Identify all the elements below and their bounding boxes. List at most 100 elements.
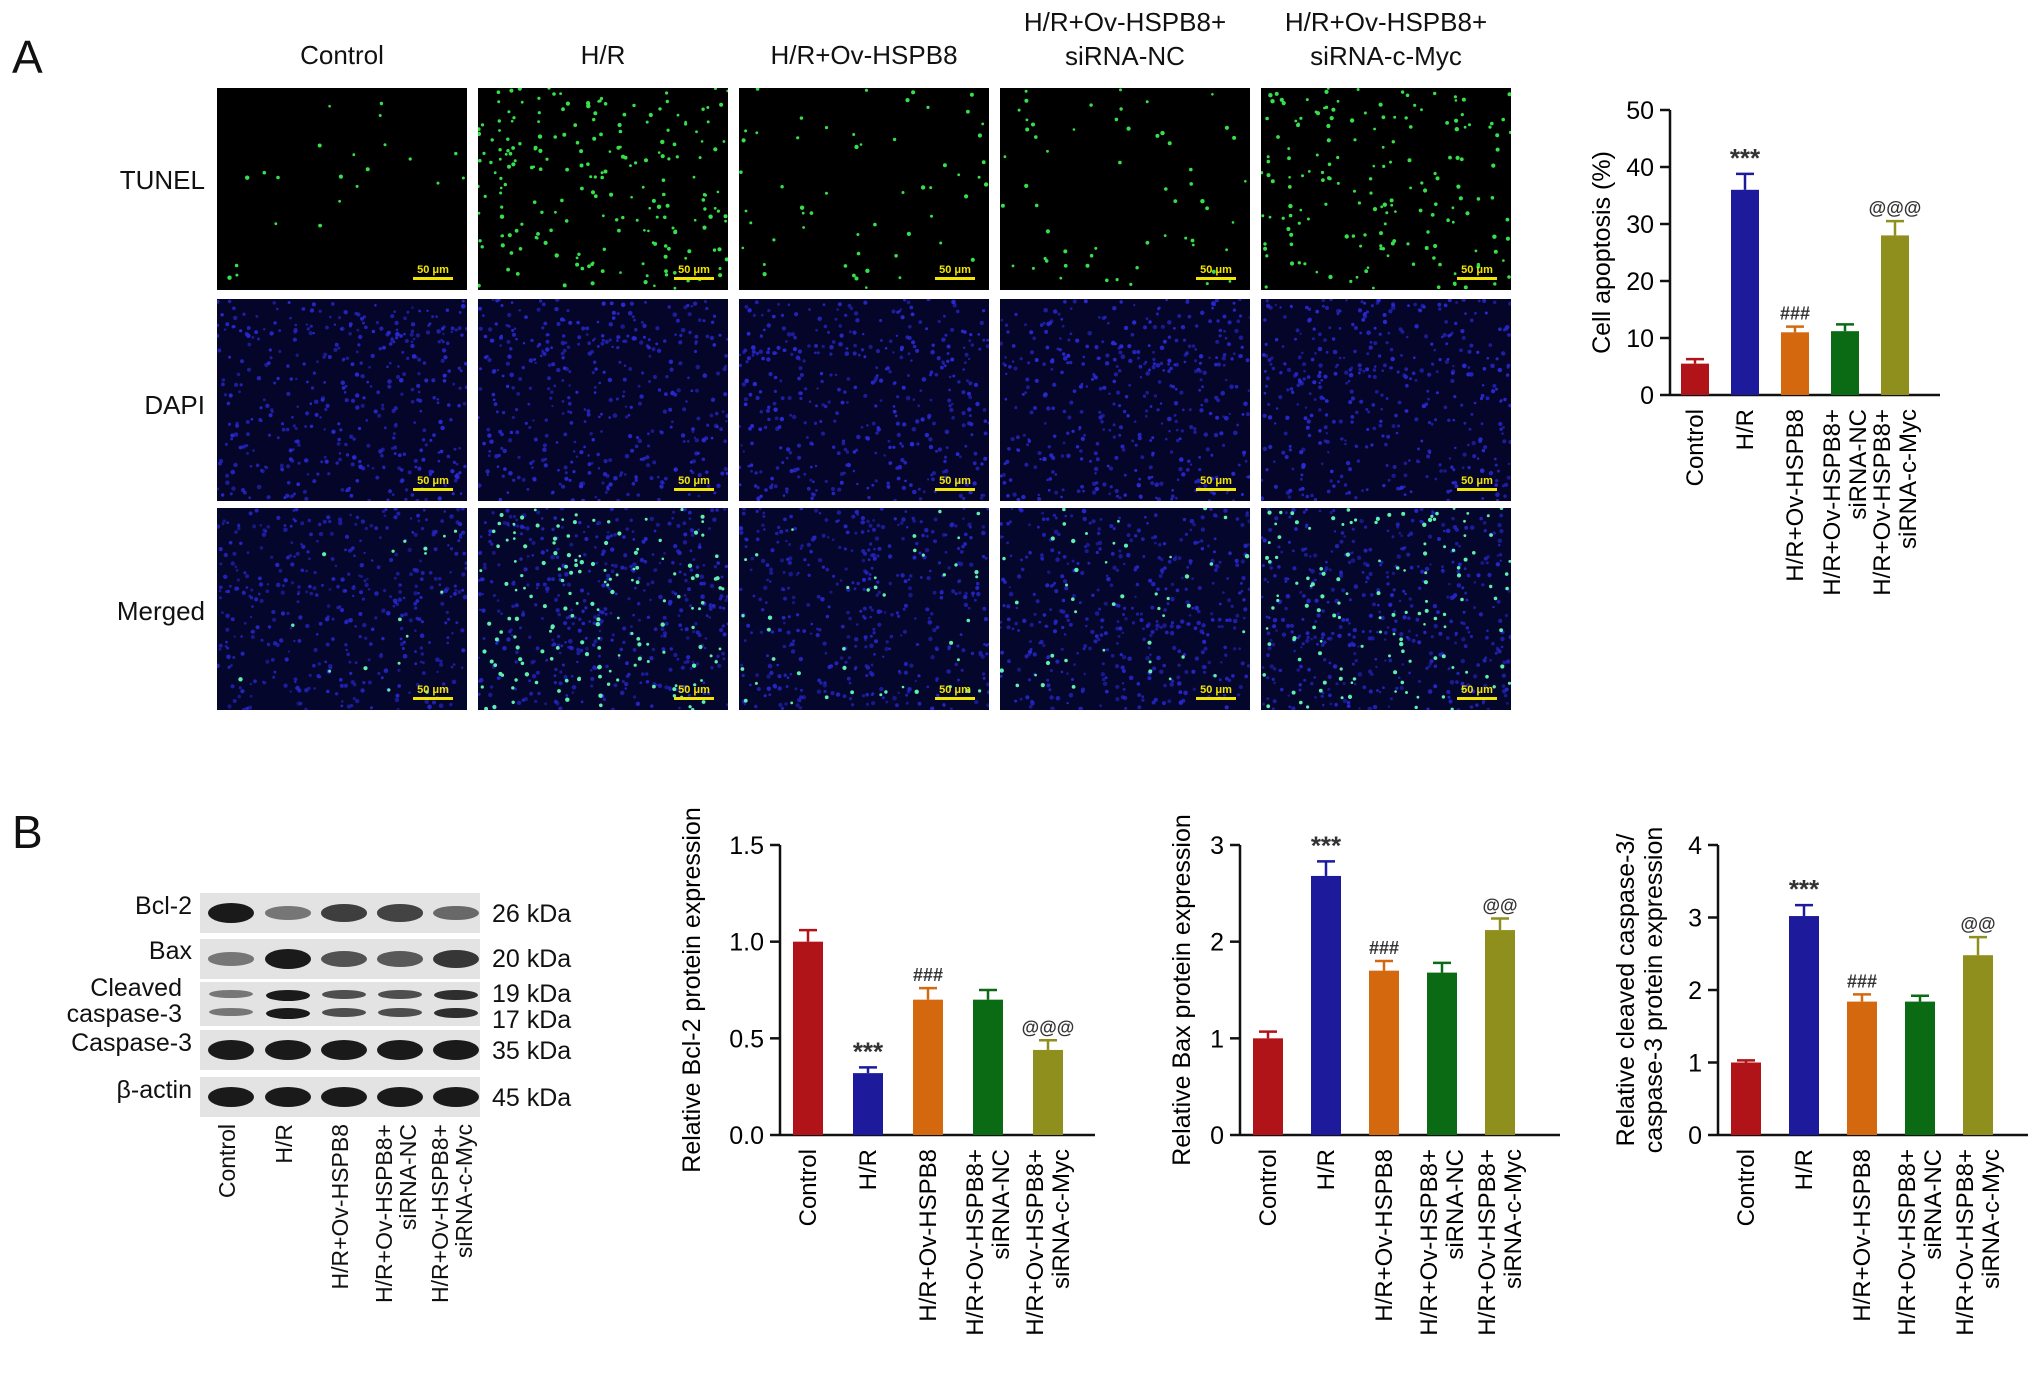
bar bbox=[1731, 189, 1759, 395]
micrograph-tunel: 50 μm bbox=[739, 88, 989, 290]
scale-bar-label: 50 μm bbox=[678, 264, 710, 276]
scale-bar: 50 μm bbox=[1457, 684, 1497, 700]
significance-marker: @@@ bbox=[1869, 198, 1922, 218]
bar bbox=[853, 1073, 883, 1135]
bar bbox=[1847, 1001, 1877, 1135]
x-tick-label: Control bbox=[795, 1149, 822, 1226]
column-label: H/R+Ov-HSPB8 bbox=[770, 40, 958, 70]
scale-bar-line bbox=[413, 488, 453, 491]
micrograph-image bbox=[1261, 508, 1511, 710]
y-tick-label: 3 bbox=[1210, 832, 1224, 860]
bar bbox=[1253, 1038, 1283, 1135]
scale-bar-line bbox=[935, 277, 975, 280]
protein-band bbox=[266, 990, 310, 1001]
micrograph-merged: 50 μm bbox=[1000, 508, 1250, 710]
y-axis-label: Cell apoptosis (%) bbox=[1588, 151, 1616, 354]
scale-bar-label: 50 μm bbox=[1461, 475, 1493, 487]
micrograph-image bbox=[478, 299, 728, 501]
scale-bar-label: 50 μm bbox=[1461, 264, 1493, 276]
bar bbox=[1681, 363, 1709, 395]
y-tick-label: 20 bbox=[1626, 268, 1654, 296]
scale-bar-line bbox=[674, 697, 714, 700]
y-tick-label: 1 bbox=[1688, 1050, 1702, 1078]
protein-band bbox=[377, 1087, 423, 1107]
kda-label: 26 kDa bbox=[492, 900, 572, 928]
lane-label: Control bbox=[214, 1124, 240, 1199]
y-tick-label: 2 bbox=[1210, 929, 1224, 957]
x-tick-label: H/R+Ov-HSPB8+siRNA-c-Myc bbox=[1022, 1149, 1075, 1336]
micrograph-dapi: 50 μm bbox=[1261, 299, 1511, 501]
micrograph-image bbox=[1000, 88, 1247, 286]
significance-marker: ### bbox=[1780, 304, 1810, 324]
significance-marker: *** bbox=[853, 1036, 884, 1066]
panel-letter-a: A bbox=[12, 31, 43, 83]
micrograph-merged: 50 μm bbox=[739, 508, 989, 710]
scale-bar-label: 50 μm bbox=[417, 475, 449, 487]
protein-band bbox=[378, 1008, 422, 1018]
scale-bar-label: 50 μm bbox=[1200, 264, 1232, 276]
significance-marker: ### bbox=[1369, 938, 1399, 958]
x-tick-label: H/R bbox=[855, 1149, 882, 1190]
scale-bar-line bbox=[413, 277, 453, 280]
y-tick-label: 0 bbox=[1640, 382, 1654, 410]
x-tick-label: H/R+Ov-HSPB8+siRNA-c-Myc bbox=[1952, 1149, 2005, 1336]
blot-strip bbox=[200, 1030, 480, 1070]
x-tick-label: H/R bbox=[1313, 1149, 1340, 1190]
protein-band bbox=[266, 1008, 310, 1019]
scale-bar-line bbox=[674, 488, 714, 491]
micrograph-image bbox=[1261, 88, 1511, 290]
scale-bar: 50 μm bbox=[1196, 684, 1236, 700]
y-axis-label: Relative Bcl-2 protein expression bbox=[678, 807, 706, 1172]
y-tick-label: 50 bbox=[1626, 97, 1654, 125]
kda-label: 45 kDa bbox=[492, 1084, 572, 1112]
scale-bar: 50 μm bbox=[1457, 264, 1497, 280]
bar bbox=[973, 999, 1003, 1135]
scale-bar-line bbox=[413, 697, 453, 700]
micrograph-tunel: 50 μm bbox=[478, 88, 728, 290]
y-axis-label: Relative Bax protein expression bbox=[1168, 814, 1196, 1166]
y-tick-label: 2 bbox=[1688, 977, 1702, 1005]
protein-band bbox=[433, 1040, 479, 1060]
bar bbox=[1033, 1049, 1063, 1135]
micrograph-dapi: 50 μm bbox=[739, 299, 989, 501]
x-tick-label: H/R+Ov-HSPB8+siRNA-c-Myc bbox=[1474, 1149, 1527, 1336]
x-tick-label: H/R+Ov-HSPB8+siRNA-NC bbox=[962, 1149, 1015, 1336]
protein-band bbox=[433, 950, 479, 968]
scale-bar-line bbox=[1196, 488, 1236, 491]
x-tick-label: H/R bbox=[1732, 409, 1759, 450]
scale-bar-label: 50 μm bbox=[1200, 684, 1232, 696]
x-tick-label: H/R+Ov-HSPB8+siRNA-NC bbox=[1416, 1149, 1469, 1336]
protein-band bbox=[208, 1040, 254, 1060]
micrograph-merged: 50 μm bbox=[478, 508, 728, 710]
micrograph-tunel: 50 μm bbox=[1261, 88, 1511, 290]
micrograph-merged: 50 μm bbox=[1261, 508, 1511, 710]
significance-marker: ### bbox=[1847, 971, 1877, 991]
protein-band bbox=[433, 905, 479, 921]
scale-bar-line bbox=[1196, 277, 1236, 280]
bar bbox=[1789, 916, 1819, 1135]
kda-label: 35 kDa bbox=[492, 1037, 572, 1065]
micrograph-dapi: 50 μm bbox=[217, 299, 467, 501]
panel-letter-b: B bbox=[12, 806, 43, 858]
scale-bar-line bbox=[935, 488, 975, 491]
scale-bar-label: 50 μm bbox=[1461, 684, 1493, 696]
caspase3-ratio-chart: 0 1 2 3 4 Relative cleaved caspase-3/caspase-… bbox=[1612, 827, 2028, 1336]
micrograph-image bbox=[217, 299, 467, 501]
significance-marker: *** bbox=[1789, 874, 1820, 904]
y-tick-label: 0 bbox=[1210, 1122, 1224, 1150]
band-label: Bcl-2 bbox=[135, 892, 192, 920]
scale-bar-line bbox=[935, 697, 975, 700]
row-label: Merged bbox=[116, 596, 205, 626]
micrograph-image bbox=[739, 299, 989, 501]
x-tick-label: H/R+Ov-HSPB8+siRNA-NC bbox=[1819, 409, 1872, 596]
protein-band bbox=[208, 1087, 254, 1107]
micrograph-dapi: 50 μm bbox=[478, 299, 728, 501]
x-tick-label: Control bbox=[1733, 1149, 1760, 1226]
blot-strip bbox=[200, 982, 480, 1026]
micrograph-merged: 50 μm bbox=[217, 508, 467, 710]
bar bbox=[1905, 1001, 1935, 1135]
bar bbox=[1831, 331, 1859, 395]
scale-bar: 50 μm bbox=[674, 684, 714, 700]
band-label: Bax bbox=[148, 937, 192, 965]
x-tick-label: Control bbox=[1682, 409, 1709, 486]
